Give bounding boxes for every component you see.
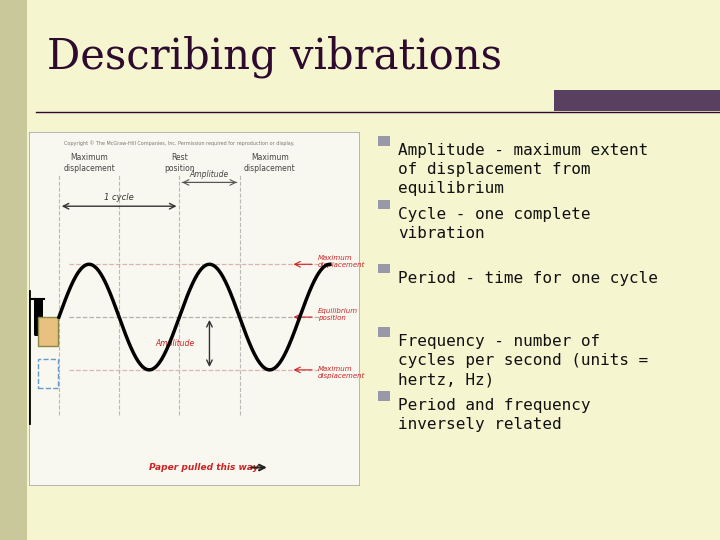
Bar bbox=[378, 327, 390, 337]
Bar bbox=[378, 264, 390, 273]
Bar bbox=[378, 200, 390, 210]
Text: Period - time for one cycle: Period - time for one cycle bbox=[398, 271, 658, 286]
Text: 1 cycle: 1 cycle bbox=[104, 193, 134, 202]
Bar bbox=[38, 359, 58, 388]
Text: Maximum
displacement: Maximum displacement bbox=[318, 255, 365, 268]
Bar bbox=[0, 0, 27, 540]
Text: Amplitude: Amplitude bbox=[155, 339, 194, 348]
Text: Amplitude: Amplitude bbox=[190, 170, 229, 179]
Text: Amplitude - maximum extent
of displacement from
equilibrium: Amplitude - maximum extent of displaceme… bbox=[398, 143, 649, 197]
Text: Maximum
displacement: Maximum displacement bbox=[244, 153, 295, 173]
Text: Cycle - one complete
vibration: Cycle - one complete vibration bbox=[398, 207, 590, 241]
Bar bbox=[378, 136, 390, 146]
Text: Copyright © The McGraw-Hill Companies, Inc. Permission required for reproduction: Copyright © The McGraw-Hill Companies, I… bbox=[64, 140, 294, 146]
Text: Equilibrium
position: Equilibrium position bbox=[318, 308, 358, 321]
Bar bbox=[38, 317, 58, 346]
Text: Rest
position: Rest position bbox=[164, 153, 194, 173]
Text: Paper pulled this way: Paper pulled this way bbox=[149, 463, 259, 472]
Bar bbox=[378, 391, 390, 401]
Text: Period and frequency
inversely related: Period and frequency inversely related bbox=[398, 398, 590, 432]
Bar bbox=[554, 90, 720, 111]
Text: Frequency - number of
cycles per second (units =
hertz, Hz): Frequency - number of cycles per second … bbox=[398, 334, 649, 388]
Text: Maximum
displacement: Maximum displacement bbox=[63, 153, 115, 173]
Text: Describing vibrations: Describing vibrations bbox=[47, 36, 502, 78]
Text: Maximum
displacement: Maximum displacement bbox=[318, 366, 365, 379]
FancyBboxPatch shape bbox=[29, 132, 360, 486]
